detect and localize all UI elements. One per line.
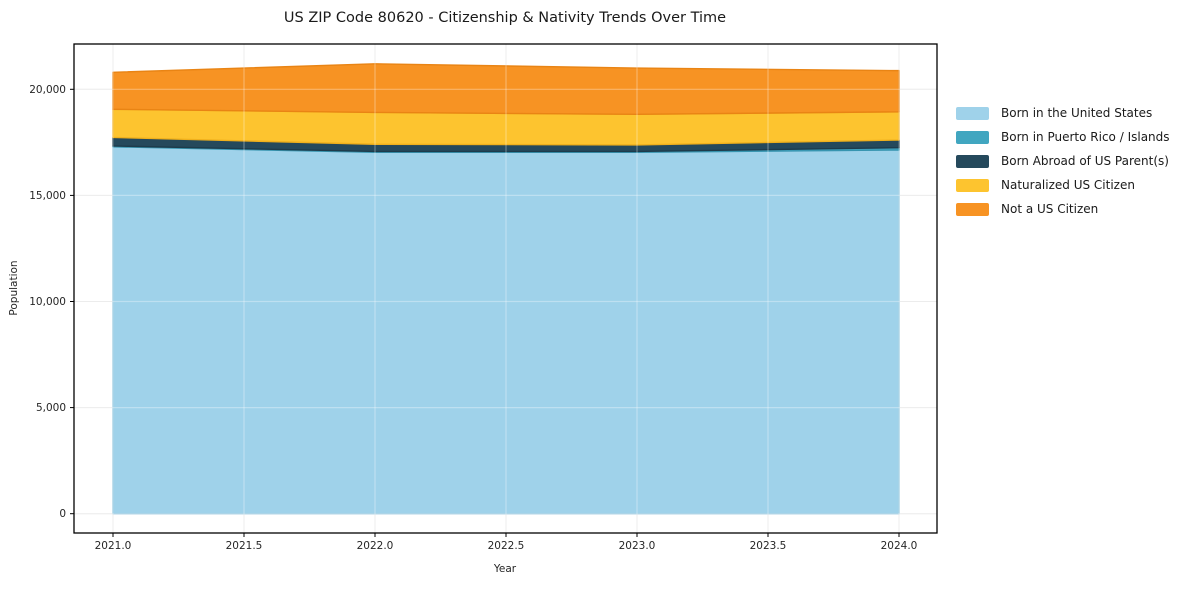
legend-item: Not a US Citizen: [956, 197, 1170, 221]
legend-label: Born in the United States: [1001, 106, 1153, 120]
legend-swatch: [956, 130, 989, 144]
y-tick-label: 10,000: [29, 296, 66, 308]
y-axis-label: Population: [8, 260, 20, 315]
legend-label: Born in Puerto Rico / Islands: [1001, 130, 1170, 144]
legend-swatch: [956, 202, 989, 216]
x-tick-label: 2023.0: [619, 540, 656, 552]
legend-label: Not a US Citizen: [1001, 202, 1099, 216]
x-tick-label: 2023.5: [750, 540, 787, 552]
legend-item: Born in the United States: [956, 101, 1170, 125]
y-tick-label: 15,000: [29, 190, 66, 202]
legend-swatch: [956, 154, 989, 168]
legend-label: Naturalized US Citizen: [1001, 178, 1135, 192]
legend-item: Born in Puerto Rico / Islands: [956, 125, 1170, 149]
legend-swatch: [956, 178, 989, 192]
legend-swatch: [956, 106, 989, 120]
x-axis-label: Year: [493, 563, 517, 575]
x-tick-label: 2021.5: [226, 540, 263, 552]
x-tick-label: 2021.0: [95, 540, 132, 552]
legend: Born in the United States Born in Puerto …: [956, 101, 1170, 221]
x-tick-label: 2024.0: [881, 540, 918, 552]
y-tick-label: 0: [59, 508, 66, 520]
legend-item: Born Abroad of US Parent(s): [956, 149, 1170, 173]
x-tick-label: 2022.0: [357, 540, 394, 552]
area-series: [112, 63, 900, 116]
y-tick-label: 5,000: [36, 402, 66, 414]
chart-title: US ZIP Code 80620 - Citizenship & Nativi…: [284, 10, 726, 26]
legend-label: Born Abroad of US Parent(s): [1001, 154, 1169, 168]
x-tick-label: 2022.5: [488, 540, 525, 552]
y-tick-label: 20,000: [29, 84, 66, 96]
legend-item: Naturalized US Citizen: [956, 173, 1170, 197]
chart-layers: 2021.0 2021.5 2022.0 2022.5 2023.0 2023.5 2024…: [29, 43, 938, 552]
